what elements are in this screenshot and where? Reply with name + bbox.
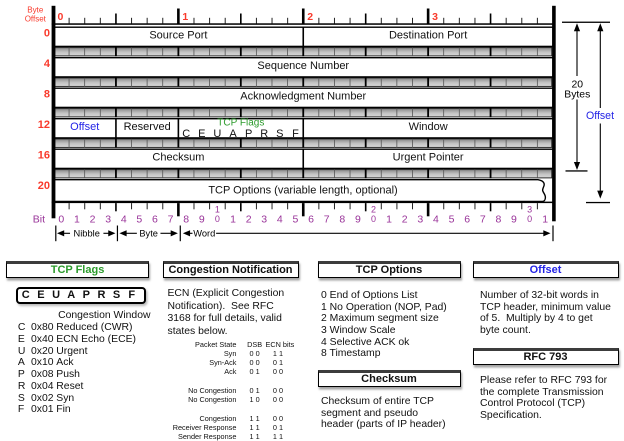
svg-text:Nibble: Nibble: [74, 229, 100, 239]
svg-text:16: 16: [38, 150, 50, 162]
svg-text:0: 0: [215, 214, 220, 224]
svg-text:8: 8: [495, 214, 501, 226]
svg-text:3: 3: [105, 214, 111, 226]
svg-text:U: U: [213, 128, 221, 140]
svg-text:8: 8: [183, 214, 189, 226]
svg-text:Offset: Offset: [586, 110, 614, 122]
svg-text:TCP Options (variable length,: TCP Options (variable length, optional): [208, 185, 397, 197]
svg-text:8: 8: [44, 89, 50, 101]
svg-text:9: 9: [511, 214, 517, 226]
svg-text:R: R: [260, 128, 268, 140]
svg-text:1: 1: [386, 214, 392, 226]
svg-text:Bit: Bit: [33, 214, 45, 226]
svg-text:2: 2: [90, 214, 96, 226]
svg-text:5: 5: [449, 214, 455, 226]
svg-text:2: 2: [307, 11, 313, 23]
svg-text:20: 20: [572, 80, 584, 91]
svg-text:Sequence Number: Sequence Number: [257, 60, 349, 72]
svg-text:Byte: Byte: [27, 5, 44, 14]
svg-text:12: 12: [38, 119, 50, 131]
svg-text:1: 1: [542, 214, 548, 226]
svg-text:8: 8: [339, 214, 345, 226]
svg-text:9: 9: [355, 214, 361, 226]
svg-text:1: 1: [74, 214, 80, 226]
svg-text:0: 0: [527, 214, 532, 224]
svg-text:TCP Flags: TCP Flags: [217, 117, 264, 128]
svg-text:7: 7: [168, 214, 174, 226]
svg-text:Acknowledgment Number: Acknowledgment Number: [240, 90, 366, 102]
svg-text:Offset: Offset: [25, 15, 47, 24]
svg-text:4: 4: [433, 214, 439, 226]
svg-text:5: 5: [293, 214, 299, 226]
svg-text:Destination Port: Destination Port: [389, 29, 467, 41]
svg-text:Checksum: Checksum: [152, 151, 204, 163]
svg-text:Bytes: Bytes: [564, 90, 590, 101]
svg-text:0: 0: [58, 11, 64, 23]
svg-text:3: 3: [417, 214, 423, 226]
svg-text:C: C: [182, 128, 190, 140]
svg-text:0: 0: [58, 214, 64, 226]
svg-text:Urgent Pointer: Urgent Pointer: [393, 151, 464, 163]
svg-text:S: S: [276, 128, 283, 140]
svg-text:P: P: [245, 128, 252, 140]
svg-text:Window: Window: [409, 121, 448, 133]
svg-text:4: 4: [44, 58, 51, 70]
svg-text:3: 3: [432, 11, 438, 23]
svg-text:0: 0: [371, 214, 376, 224]
svg-text:6: 6: [308, 214, 314, 226]
svg-text:F: F: [292, 128, 299, 140]
svg-text:Reserved: Reserved: [124, 121, 171, 133]
svg-text:1: 1: [215, 205, 220, 215]
svg-text:6: 6: [152, 214, 158, 226]
svg-text:6: 6: [464, 214, 470, 226]
svg-text:A: A: [229, 128, 237, 140]
svg-text:2: 2: [246, 214, 252, 226]
svg-text:Word: Word: [193, 229, 215, 239]
svg-text:2: 2: [402, 214, 408, 226]
svg-text:1: 1: [182, 11, 188, 23]
svg-text:1: 1: [230, 214, 236, 226]
svg-text:7: 7: [480, 214, 486, 226]
svg-text:7: 7: [324, 214, 330, 226]
svg-text:3: 3: [261, 214, 267, 226]
svg-text:Offset: Offset: [70, 121, 99, 133]
svg-text:Source Port: Source Port: [149, 29, 207, 41]
svg-text:5: 5: [136, 214, 142, 226]
svg-text:2: 2: [371, 205, 376, 215]
svg-text:3: 3: [527, 205, 532, 215]
svg-text:4: 4: [277, 214, 283, 226]
svg-text:9: 9: [199, 214, 205, 226]
svg-text:0: 0: [44, 28, 50, 40]
svg-text:4: 4: [121, 214, 127, 226]
svg-text:Byte: Byte: [139, 229, 158, 239]
svg-text:E: E: [198, 128, 205, 140]
svg-text:20: 20: [38, 180, 50, 192]
